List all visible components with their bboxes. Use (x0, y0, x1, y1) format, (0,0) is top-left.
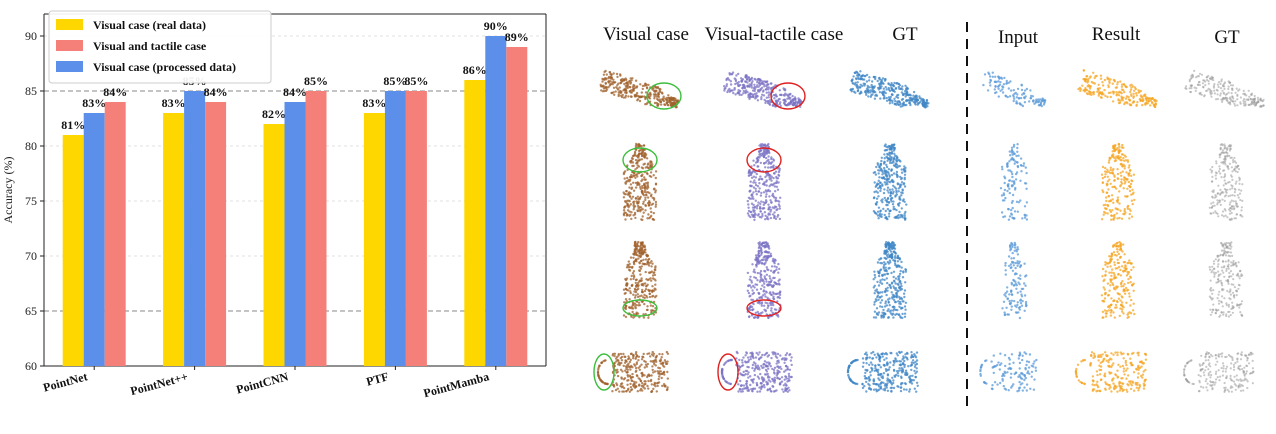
y-tick-label: 70 (25, 249, 37, 263)
point-cloud (1001, 241, 1028, 320)
y-tick-label: 60 (25, 359, 37, 373)
data-label: 90% (484, 19, 508, 33)
data-label: 81% (61, 118, 85, 132)
data-label: 82% (262, 107, 286, 121)
bar (263, 124, 285, 366)
point-cloud (746, 142, 782, 222)
bar (464, 80, 486, 366)
data-label: 85% (404, 74, 428, 88)
bar (62, 135, 84, 366)
column-header: GT (1214, 27, 1240, 48)
point-cloud (1100, 240, 1136, 319)
bar (384, 91, 406, 366)
bar (163, 113, 185, 366)
point-cloud (746, 241, 782, 320)
bar (305, 91, 327, 366)
data-label: 86% (463, 63, 487, 77)
column-header: Visual case (603, 24, 689, 45)
highlight-circle-red (746, 147, 782, 173)
highlight-circle-green (593, 353, 615, 391)
data-label: 83% (162, 96, 186, 110)
y-tick-label: 80 (25, 139, 37, 153)
data-label: 83% (362, 96, 386, 110)
highlight-circle-red (770, 82, 806, 110)
point-cloud (1182, 351, 1255, 393)
bar (284, 102, 306, 366)
y-tick-label: 85 (25, 84, 37, 98)
data-label: 85% (304, 74, 328, 88)
bar (405, 91, 427, 366)
point-cloud (622, 240, 658, 319)
x-tick-label: PointMamba (422, 369, 491, 400)
x-tick-label: PTF (365, 369, 391, 388)
data-label: 85% (383, 74, 407, 88)
point-cloud (872, 143, 908, 221)
data-label: 84% (103, 85, 127, 99)
highlight-circle-red (746, 299, 782, 317)
point-cloud (1077, 69, 1158, 109)
y-axis-label: Accuracy (%) (1, 157, 15, 224)
column-header: Visual-tactile case (705, 24, 844, 45)
highlight-circle-green (622, 147, 658, 173)
y-tick-label: 75 (25, 194, 37, 208)
bar (485, 36, 507, 366)
point-cloud (1100, 142, 1136, 221)
x-tick-label: PointNet++ (129, 369, 190, 398)
highlight-circle-green (622, 299, 658, 317)
legend-entry: Visual case (real data) (93, 18, 206, 32)
legend-entry: Visual and tactile case (93, 39, 207, 53)
x-tick-label: PointNet (42, 369, 89, 394)
point-cloud (1184, 69, 1265, 108)
bar (506, 47, 528, 366)
bar (184, 91, 206, 366)
column-header: GT (892, 24, 918, 45)
legend-swatch (56, 40, 83, 51)
point-cloud (979, 351, 1038, 393)
point-cloud (723, 71, 803, 109)
point-cloud (1208, 143, 1244, 221)
bar (104, 102, 126, 366)
legend: Visual case (real data) Visual and tactil… (48, 10, 272, 84)
data-label: 84% (204, 85, 228, 99)
highlight-circle-red (717, 353, 739, 391)
column-header: Result (1092, 24, 1141, 45)
point-cloud (1074, 351, 1148, 393)
column-header: Input (998, 27, 1039, 48)
data-label: 89% (505, 30, 529, 44)
bar (83, 113, 105, 366)
bar (363, 113, 385, 366)
point-cloud (982, 71, 1047, 108)
point-cloud (599, 69, 680, 109)
legend-swatch (56, 19, 83, 30)
point-cloud (622, 142, 658, 222)
bar (205, 102, 227, 366)
point-cloud (596, 350, 670, 394)
point-cloud-figure: Visual case Visual-tactile case GT Input Res… (593, 22, 1265, 408)
point-cloud (720, 350, 793, 393)
y-tick-label: 90 (25, 29, 37, 43)
point-cloud (846, 350, 919, 393)
legend-swatch (56, 61, 83, 72)
point-cloud (1208, 241, 1244, 318)
x-tick-label: PointCNN (235, 369, 290, 396)
y-tick-label: 65 (25, 304, 37, 318)
legend-entry: Visual case (processed data) (93, 60, 236, 74)
point-cloud (999, 143, 1029, 221)
data-label: 83% (82, 96, 106, 110)
legend-box (48, 10, 272, 84)
point-cloud (849, 70, 930, 109)
point-cloud (872, 241, 908, 320)
data-label: 84% (283, 85, 307, 99)
highlight-circle-green (646, 82, 682, 110)
